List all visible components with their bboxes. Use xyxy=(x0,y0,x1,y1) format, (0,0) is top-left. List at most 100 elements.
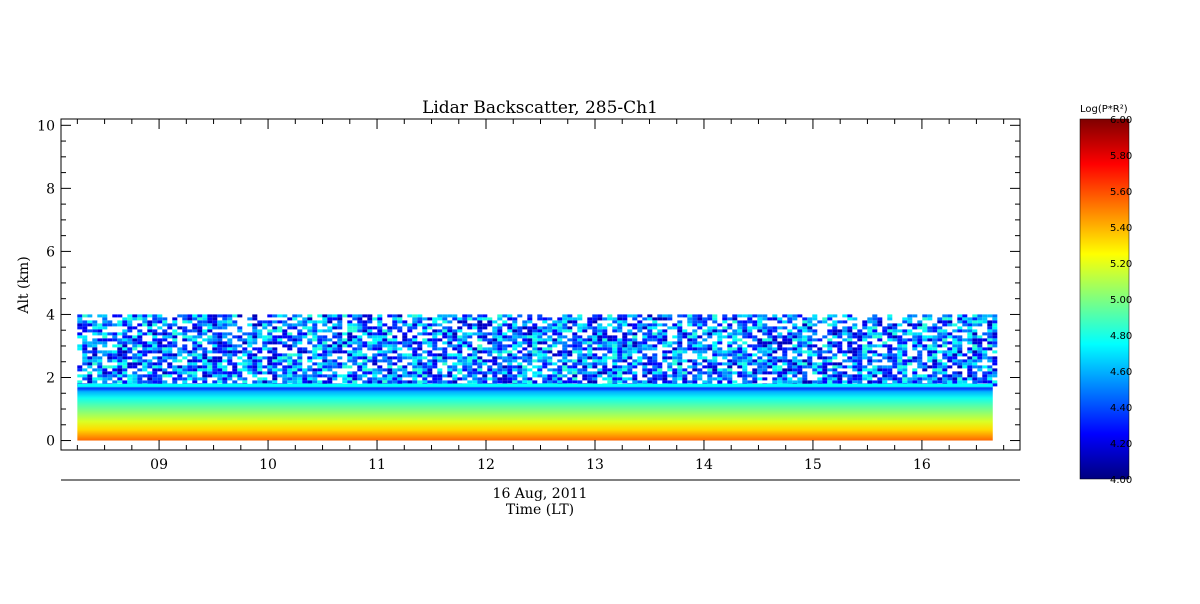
noise-cell xyxy=(827,317,833,321)
noise-cell xyxy=(752,338,758,342)
noise-cell xyxy=(252,332,258,336)
noise-cell xyxy=(407,371,413,375)
noise-cell xyxy=(767,347,773,351)
noise-cell xyxy=(767,365,773,369)
noise-cell xyxy=(852,374,858,378)
noise-cell xyxy=(752,326,758,330)
noise-cell xyxy=(912,332,918,336)
noise-cell xyxy=(587,353,593,357)
noise-cell xyxy=(947,374,953,378)
noise-cell xyxy=(342,338,348,342)
noise-cell xyxy=(622,359,628,363)
noise-cell xyxy=(772,350,778,354)
noise-cell xyxy=(682,368,688,372)
noise-cell xyxy=(737,338,743,342)
noise-cell xyxy=(452,380,458,384)
noise-cell xyxy=(767,356,773,360)
noise-cell xyxy=(857,374,863,378)
noise-cell xyxy=(887,314,893,318)
noise-cell xyxy=(332,344,338,348)
noise-cell xyxy=(617,320,623,324)
noise-cell xyxy=(932,338,938,342)
noise-cell xyxy=(982,350,988,354)
noise-cell xyxy=(107,338,113,342)
noise-cell xyxy=(262,323,268,327)
noise-cell xyxy=(322,353,328,357)
noise-cell xyxy=(992,368,998,372)
noise-cell xyxy=(222,350,228,354)
noise-cell xyxy=(357,374,363,378)
noise-cell xyxy=(957,317,963,321)
noise-cell xyxy=(792,332,798,336)
noise-cell xyxy=(962,362,968,366)
noise-cell xyxy=(657,371,663,375)
noise-cell xyxy=(437,314,443,318)
noise-cell xyxy=(487,341,493,345)
noise-cell xyxy=(392,344,398,348)
noise-cell xyxy=(892,353,898,357)
noise-cell xyxy=(547,347,553,351)
noise-cell xyxy=(872,329,878,333)
noise-cell xyxy=(992,323,998,327)
noise-cell xyxy=(207,359,213,363)
noise-cell xyxy=(607,377,613,381)
noise-cell xyxy=(747,359,753,363)
noise-cell xyxy=(767,359,773,363)
noise-cell xyxy=(777,335,783,339)
noise-cell xyxy=(217,335,223,339)
noise-cell xyxy=(987,332,993,336)
noise-cell xyxy=(157,356,163,360)
noise-cell xyxy=(447,344,453,348)
noise-cell xyxy=(522,371,528,375)
noise-cell xyxy=(672,362,678,366)
noise-cell xyxy=(622,335,628,339)
noise-cell xyxy=(277,341,283,345)
noise-cell xyxy=(292,314,298,318)
noise-cell xyxy=(677,350,683,354)
noise-cell xyxy=(872,371,878,375)
noise-cell xyxy=(382,359,388,363)
noise-cell xyxy=(577,353,583,357)
noise-cell xyxy=(877,380,883,384)
noise-cell xyxy=(137,380,143,384)
noise-cell xyxy=(307,374,313,378)
noise-cell xyxy=(617,377,623,381)
noise-cell xyxy=(437,338,443,342)
noise-cell xyxy=(622,344,628,348)
noise-cell xyxy=(82,335,88,339)
noise-cell xyxy=(337,350,343,354)
noise-cell xyxy=(747,344,753,348)
noise-cell xyxy=(612,359,618,363)
noise-cell xyxy=(122,341,128,345)
noise-cell xyxy=(457,368,463,372)
noise-cell xyxy=(402,341,408,345)
noise-cell xyxy=(637,314,643,318)
noise-cell xyxy=(987,329,993,333)
noise-cell xyxy=(822,320,828,324)
noise-cell xyxy=(352,362,358,366)
noise-cell xyxy=(172,320,178,324)
noise-cell xyxy=(242,362,248,366)
noise-cell xyxy=(482,380,488,384)
noise-cell xyxy=(517,368,523,372)
noise-cell xyxy=(102,374,108,378)
noise-cell xyxy=(477,350,483,354)
noise-cell xyxy=(347,356,353,360)
noise-cell xyxy=(262,320,268,324)
noise-cell xyxy=(527,341,533,345)
noise-cell xyxy=(267,365,273,369)
noise-cell xyxy=(807,344,813,348)
noise-cell xyxy=(542,359,548,363)
noise-cell xyxy=(857,350,863,354)
noise-cell xyxy=(637,380,643,384)
noise-cell xyxy=(157,380,163,384)
noise-cell xyxy=(857,368,863,372)
noise-cell xyxy=(447,356,453,360)
noise-cell xyxy=(117,365,123,369)
noise-cell xyxy=(297,377,303,381)
noise-cell xyxy=(832,335,838,339)
noise-cell xyxy=(827,368,833,372)
noise-cell xyxy=(267,341,273,345)
noise-cell xyxy=(677,377,683,381)
noise-cell xyxy=(562,326,568,330)
